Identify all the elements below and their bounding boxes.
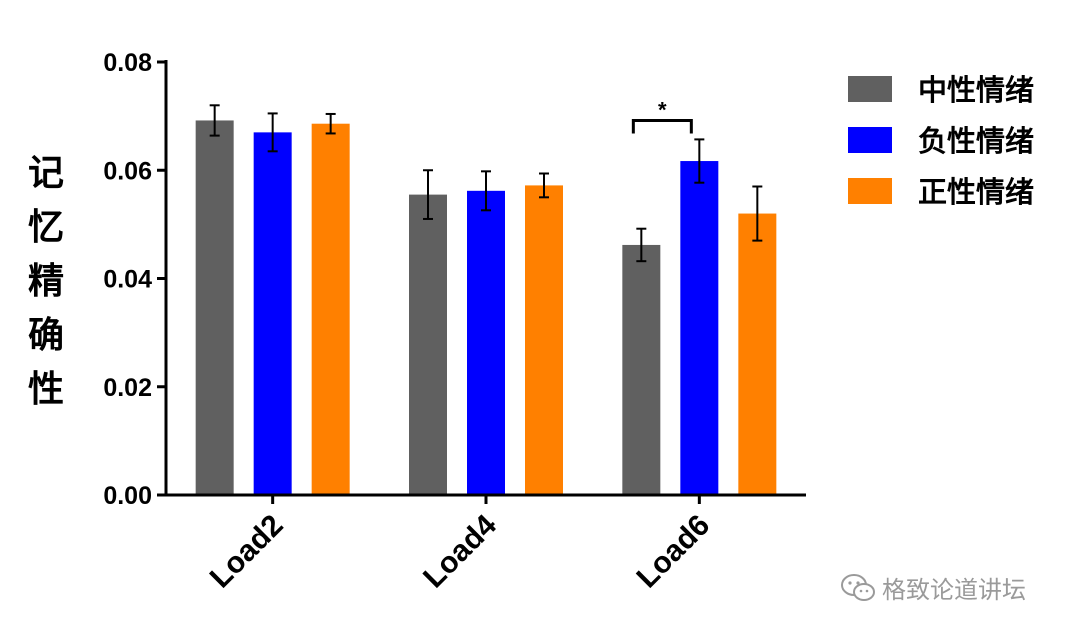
- significance-annotations: *: [631, 97, 693, 134]
- bar: [195, 120, 234, 495]
- x-tick-label: Load2: [204, 509, 290, 595]
- x-tick-label: Load4: [417, 508, 503, 594]
- y-tick-label: 0.08: [103, 49, 152, 77]
- legend-swatch: [848, 127, 892, 153]
- x-axis: Load2 Load4 Load6: [164, 493, 806, 595]
- y-axis-label-char: 确: [28, 315, 64, 356]
- watermark: 格致论道讲坛: [840, 570, 1026, 605]
- bars: [195, 104, 777, 496]
- significance-bracket: [631, 118, 693, 134]
- bar: [467, 190, 505, 495]
- bar: [311, 123, 350, 495]
- y-axis-label-char: 记: [28, 153, 64, 194]
- bar: [680, 161, 719, 495]
- y-tick-label: 0.02: [103, 374, 152, 402]
- legend-swatch: [848, 76, 892, 102]
- wechat-icon: [841, 573, 875, 601]
- x-tick-label: Load6: [630, 509, 716, 595]
- significance-marker: *: [658, 97, 667, 122]
- legend-label: 正性情绪: [918, 175, 1034, 209]
- legend-label: 负性情绪: [918, 124, 1034, 158]
- watermark-text: 格致论道讲坛: [882, 576, 1026, 604]
- y-axis: 0.00 0.02 0.04 0.06 0.08: [103, 49, 168, 510]
- y-axis-label-char: 性: [28, 369, 64, 410]
- y-tick-label: 0.00: [103, 482, 152, 510]
- y-tick-label: 0.04: [103, 266, 152, 294]
- y-tick-label: 0.06: [103, 157, 152, 185]
- bar: [738, 213, 777, 496]
- bar: [409, 194, 447, 495]
- bar: [525, 185, 563, 495]
- legend-swatch: [848, 178, 892, 204]
- y-axis-label-char: 忆: [28, 207, 64, 248]
- legend-label: 中性情绪: [918, 73, 1034, 107]
- bar: [253, 132, 292, 496]
- y-axis-label-char: 精: [28, 261, 64, 302]
- bar: [622, 244, 661, 495]
